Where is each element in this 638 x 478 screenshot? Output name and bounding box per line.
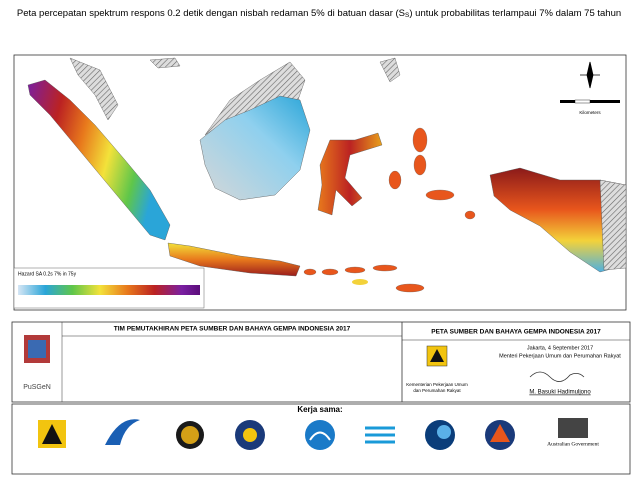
team-title: TIM PEMUTAKHIRAN PETA SUMBER DAN BAHAYA … — [114, 326, 351, 333]
signer: M. Basuki Hadimuljono — [529, 390, 591, 396]
approval-title: PETA SUMBER DAN BAHAYA GEMPA INDONESIA 2… — [431, 329, 601, 336]
partner-name: Australian Government — [547, 441, 599, 447]
scale-unit: Kilometers — [579, 110, 601, 115]
partners-label: Kerja sama: — [297, 405, 342, 414]
info-panel — [11, 321, 631, 403]
position: Menteri Pekerjaan Umum dan Perumahan Rak… — [499, 353, 621, 359]
logo-text: PuSGeN — [23, 384, 51, 391]
title: Peta percepatan spektrum respons 0.2 det… — [17, 8, 621, 19]
partner-logos — [38, 418, 588, 450]
ministry: dan Perumahan Rakyat — [413, 388, 461, 393]
legend-title: Hazard SA 0.2s 7% in 75y — [18, 271, 77, 277]
compass — [580, 61, 600, 89]
place-date: Jakarta, 4 September 2017 — [527, 345, 593, 351]
map: Hazard SA 0.2s 7% in 75y Kilometers — [13, 54, 627, 311]
ministry: Kementerian Pekerjaan Umum — [406, 382, 468, 387]
